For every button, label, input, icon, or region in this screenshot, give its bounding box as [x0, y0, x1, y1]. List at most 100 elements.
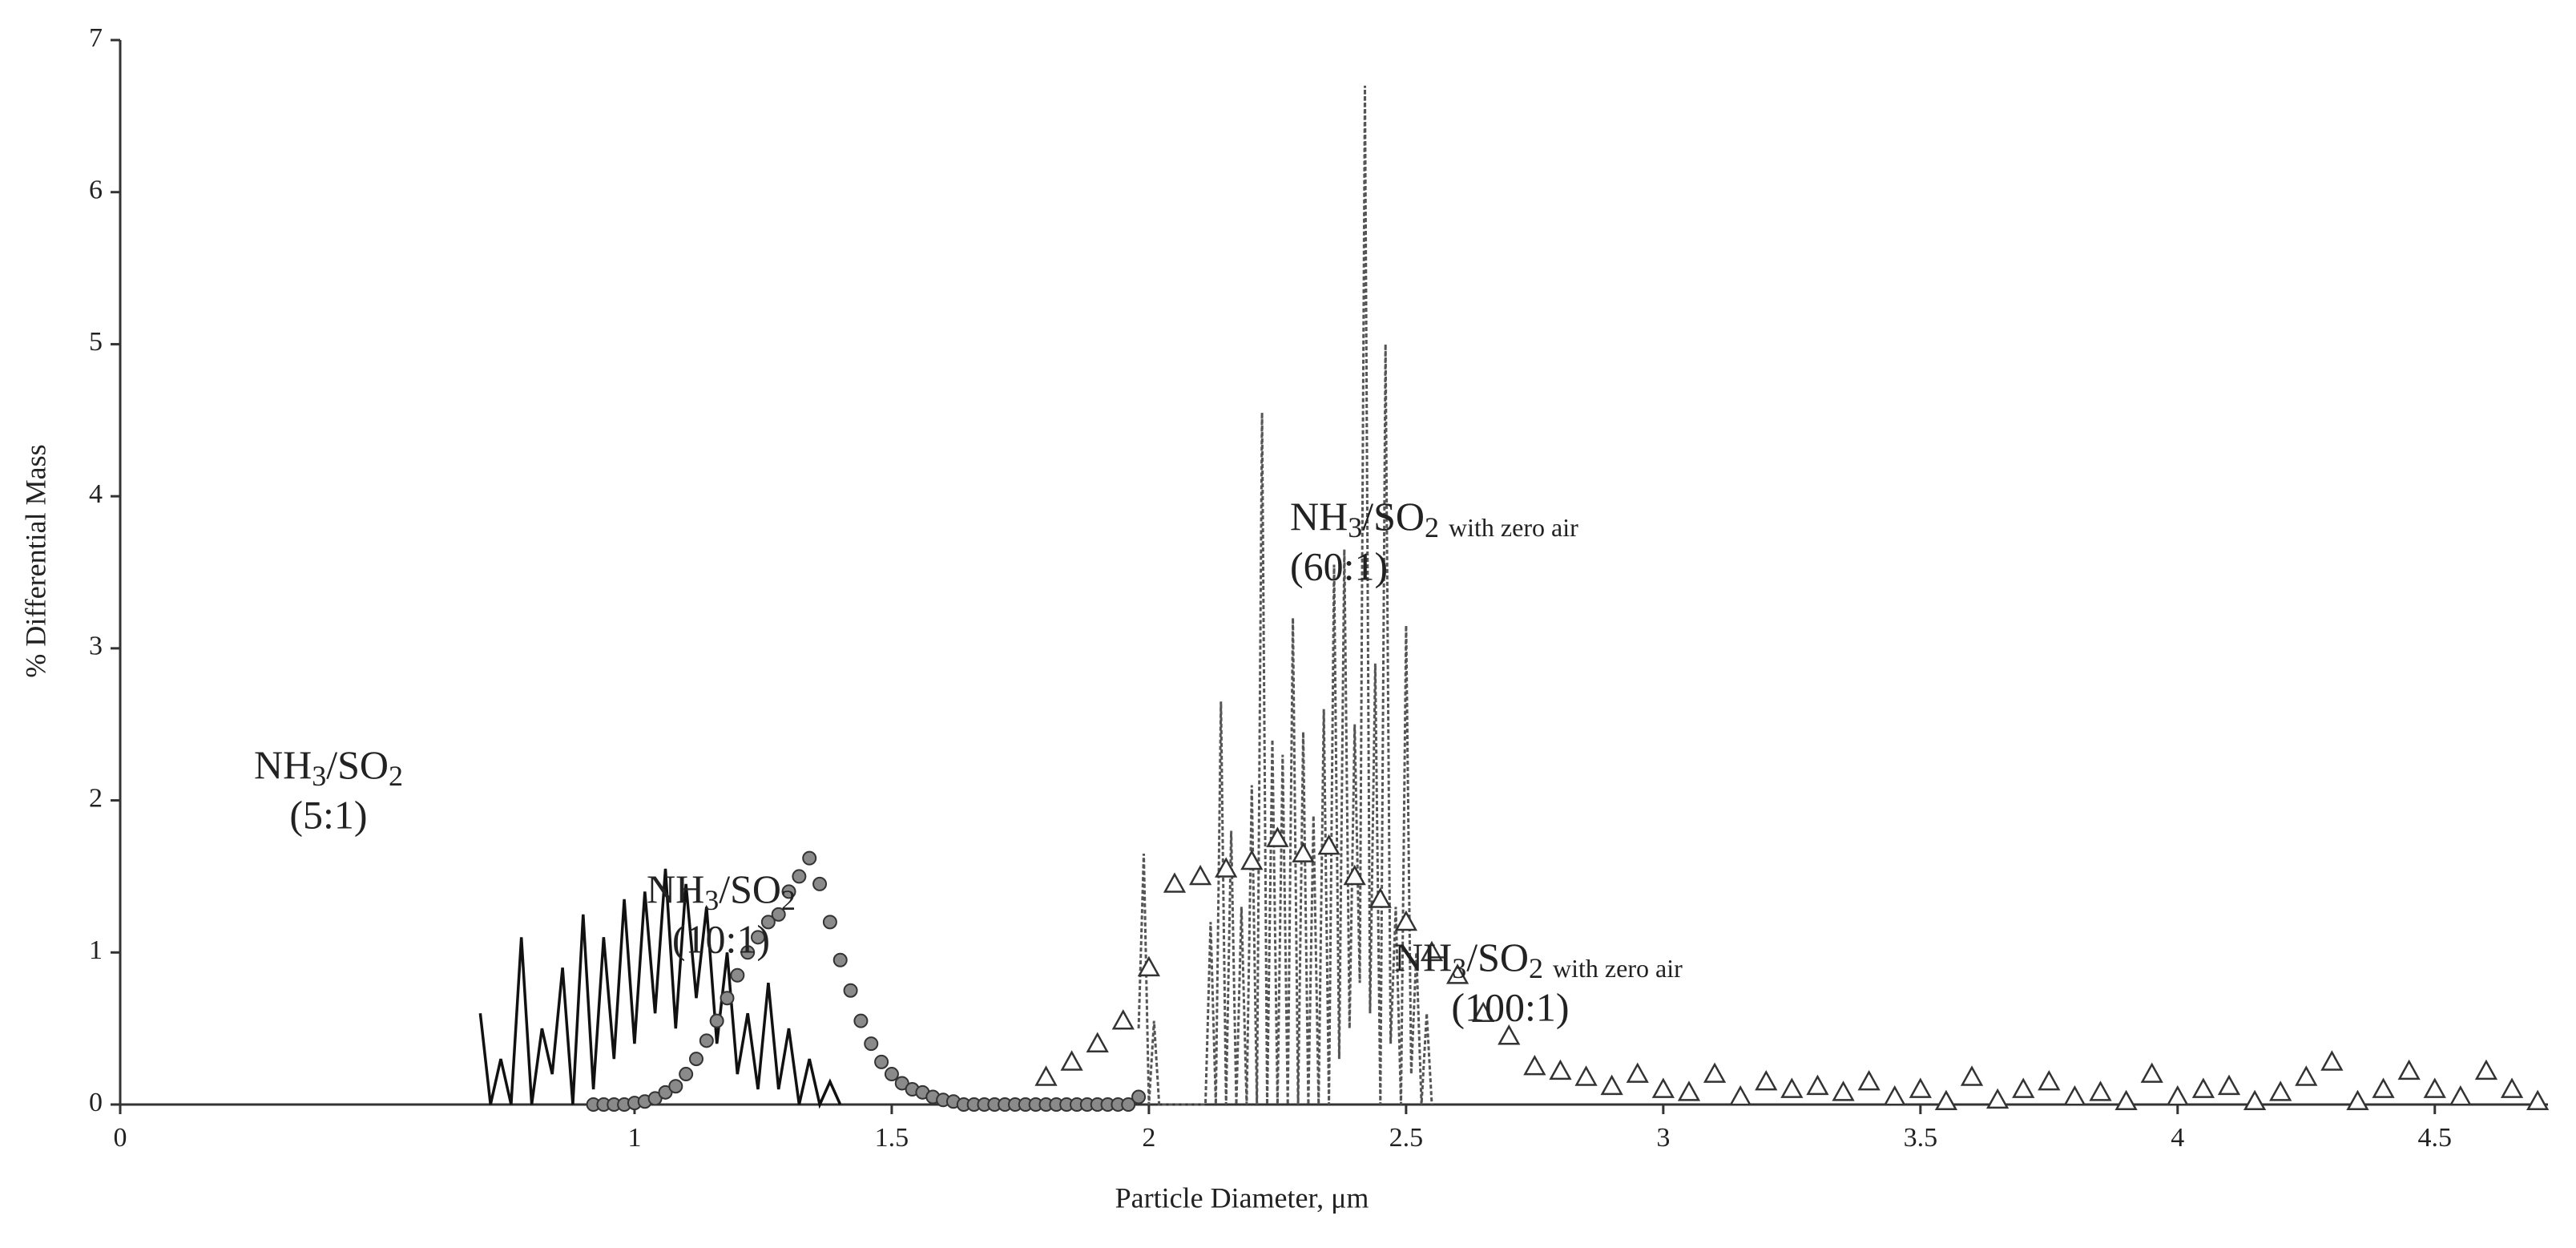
marker: [2038, 1069, 2061, 1091]
marker: [2012, 1077, 2035, 1098]
annotation-label: NH3/SO2: [254, 742, 403, 792]
annotation-part: /SO: [719, 866, 781, 911]
marker: [1420, 940, 1444, 962]
annotation-part: /SO: [1466, 935, 1529, 979]
marker: [894, 1076, 909, 1091]
marker: [1369, 887, 1392, 908]
x-tick-label: 0: [114, 1123, 127, 1153]
annotation-part: 3: [1348, 511, 1362, 543]
marker: [2346, 1089, 2369, 1111]
marker: [1909, 1077, 1932, 1098]
annotation-part: 2: [1425, 511, 1439, 543]
annotation-label: NH3/SO2: [647, 866, 796, 916]
marker: [1755, 1069, 1778, 1091]
x-tick-label: 4: [2171, 1123, 2184, 1153]
marker: [771, 907, 786, 922]
marker: [2372, 1077, 2395, 1098]
marker: [1857, 1069, 1881, 1091]
marker: [1780, 1077, 1804, 1098]
y-tick-label: 7: [89, 23, 103, 53]
marker: [2526, 1089, 2550, 1111]
x-tick-label: 4.5: [2418, 1123, 2453, 1153]
y-axis-title: % Differential Mass: [19, 444, 51, 677]
annotation-part: with zero air: [1553, 954, 1683, 983]
marker: [1137, 955, 1161, 977]
marker: [843, 983, 858, 998]
marker: [2191, 1077, 2215, 1098]
marker: [1806, 1074, 1829, 1096]
marker: [2217, 1074, 2241, 1096]
marker: [2320, 1050, 2344, 1071]
marker: [2089, 1080, 2112, 1101]
y-tick-label: 5: [89, 327, 103, 357]
annotation-ratio: (60:1): [1290, 543, 1388, 588]
marker: [1523, 1054, 1546, 1076]
annotation-ratio: (100:1): [1451, 984, 1569, 1029]
marker: [2243, 1089, 2267, 1111]
marker: [1498, 1024, 1521, 1045]
series-line: [478, 868, 842, 1109]
marker: [1445, 963, 1469, 984]
y-tick-label: 1: [89, 935, 103, 965]
marker: [1832, 1080, 1855, 1101]
y-tick-label: 4: [89, 479, 103, 509]
marker: [2114, 1089, 2138, 1111]
marker: [1677, 1080, 1701, 1101]
marker: [1574, 1065, 1598, 1086]
marker: [1215, 857, 1238, 878]
annotation-ratio: (5:1): [289, 792, 367, 837]
marker: [792, 869, 807, 884]
annotation-part: /SO: [326, 742, 389, 787]
marker: [2397, 1059, 2421, 1080]
marker: [874, 1054, 889, 1069]
marker: [2140, 1062, 2163, 1083]
annotation-ratio: (10:1): [672, 916, 770, 961]
x-tick-label: 2: [1142, 1123, 1155, 1153]
y-tick-label: 0: [89, 1088, 103, 1117]
marker: [760, 915, 776, 930]
marker: [781, 884, 796, 899]
marker: [1394, 910, 1417, 931]
annotation-part: NH: [254, 742, 312, 787]
marker: [668, 1079, 683, 1094]
marker: [1292, 842, 1315, 862]
marker: [1651, 1077, 1675, 1098]
marker: [802, 850, 817, 866]
marker: [1240, 849, 1264, 870]
annotation-part: 3: [1452, 952, 1466, 984]
annotation-part: with zero air: [1449, 513, 1578, 542]
annotation-part: 2: [389, 760, 403, 792]
marker: [1163, 872, 1187, 893]
y-tick-label: 3: [89, 632, 103, 661]
series-line: [1137, 85, 1433, 1106]
marker: [1703, 1062, 1727, 1083]
marker: [1060, 1050, 1083, 1071]
marker: [2295, 1065, 2318, 1086]
x-axis-title: Particle Diameter, μm: [1115, 1181, 1369, 1214]
marker: [884, 1067, 899, 1082]
marker: [1034, 1065, 1058, 1086]
marker: [2423, 1077, 2446, 1098]
marker: [2269, 1080, 2292, 1101]
marker: [1549, 1059, 1572, 1080]
x-tick-label: 3.5: [1904, 1123, 1938, 1153]
marker: [658, 1084, 673, 1100]
marker: [1600, 1074, 1623, 1096]
x-tick-label: 1: [627, 1123, 641, 1153]
marker: [832, 952, 848, 967]
marker: [1472, 1001, 1495, 1023]
annotation-part: 3: [704, 884, 719, 916]
marker: [688, 1052, 703, 1067]
marker: [1343, 864, 1366, 886]
marker: [1188, 864, 1212, 886]
marker: [1086, 1032, 1109, 1052]
marker: [647, 1091, 663, 1106]
x-tick-label: 3: [1656, 1123, 1670, 1153]
marker: [740, 945, 756, 960]
annotation-label: NH3/SO2 with zero air: [1394, 935, 1683, 984]
marker: [1960, 1065, 1984, 1086]
annotation-part: NH: [1290, 494, 1348, 539]
marker: [812, 876, 828, 891]
annotation-part: /SO: [1362, 494, 1425, 539]
